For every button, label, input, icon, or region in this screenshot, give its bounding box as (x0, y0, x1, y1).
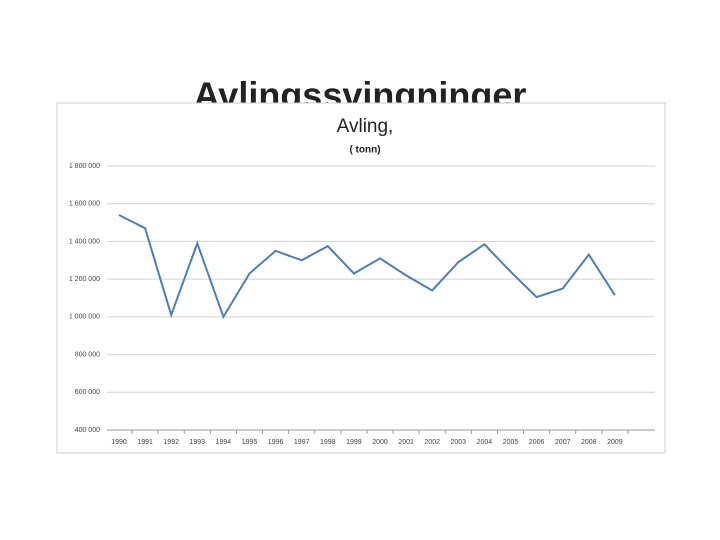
x-tick-label: 1996 (268, 439, 284, 446)
x-tick-label: 1997 (294, 439, 310, 446)
x-tick-label: 1991 (137, 439, 153, 446)
y-tick-label: 400 000 (75, 427, 100, 434)
x-tick-label: 2004 (477, 439, 493, 446)
x-tick-label: 2005 (503, 439, 519, 446)
x-tick-label: 2003 (451, 439, 467, 446)
y-tick-label: 1 800 000 (69, 163, 100, 170)
x-tick-label: 2006 (529, 439, 545, 446)
y-tick-label: 1 200 000 (69, 276, 100, 283)
y-tick-label: 1 000 000 (69, 314, 100, 321)
chart-frame (56, 102, 666, 454)
y-tick-label: 800 000 (75, 351, 100, 358)
y-tick-label: 1 600 000 (69, 201, 100, 208)
x-tick-label: 1993 (190, 439, 206, 446)
x-tick-label: 2008 (581, 439, 597, 446)
y-tick-label: 1 400 000 (69, 238, 100, 245)
x-tick-label: 2009 (607, 439, 623, 446)
x-tick-label: 1999 (346, 439, 362, 446)
y-tick-label: 600 000 (75, 389, 100, 396)
x-tick-label: 2000 (372, 439, 388, 446)
chart-title: Avling, (337, 116, 394, 137)
x-tick-label: 1990 (111, 439, 127, 446)
x-tick-label: 2001 (398, 439, 414, 446)
x-tick-label: 2002 (424, 439, 440, 446)
x-tick-label: 1994 (216, 439, 232, 446)
x-tick-label: 1998 (320, 439, 336, 446)
x-tick-label: 1995 (242, 439, 258, 446)
x-tick-label: 1992 (163, 439, 179, 446)
data-line (118, 214, 616, 320)
x-tick-label: 2007 (555, 439, 571, 446)
chart-subtitle: ( tonn) (349, 145, 380, 156)
